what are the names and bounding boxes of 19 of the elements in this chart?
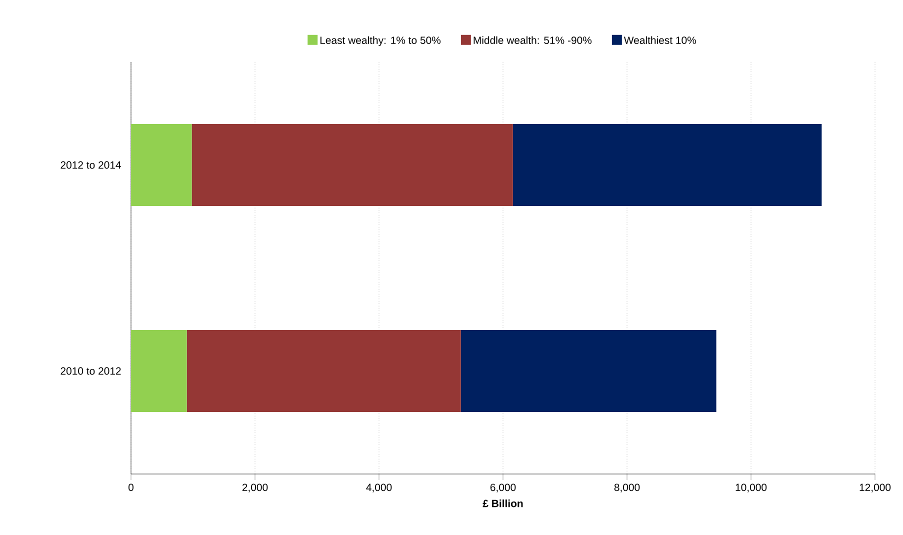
bar xyxy=(186,330,461,412)
y-tick-label: 2012 to 2014 xyxy=(60,161,121,169)
legend-label: Middle wealth: 51% -90% xyxy=(474,36,592,44)
x-tick-label: 6,000 xyxy=(490,484,516,492)
legend-label: Wealthiest 10% xyxy=(624,36,696,44)
x-tick-label: 8,000 xyxy=(614,484,640,492)
bar xyxy=(131,124,192,206)
bar xyxy=(192,124,513,206)
x-tick-label: 0 xyxy=(128,484,134,492)
x-tick-label: 10,000 xyxy=(736,484,767,492)
bar xyxy=(460,330,716,412)
x-tick-label: 12,000 xyxy=(860,484,891,492)
bar xyxy=(512,124,822,206)
bar xyxy=(131,330,187,412)
legend-label: Least wealthy: 1% to 50% xyxy=(320,36,441,46)
x-axis-title: £ Billion xyxy=(482,500,523,508)
y-tick-label: 2010 to 2012 xyxy=(60,367,121,375)
x-tick-label: 2,000 xyxy=(242,484,268,492)
x-tick-label: 4,000 xyxy=(366,484,392,492)
